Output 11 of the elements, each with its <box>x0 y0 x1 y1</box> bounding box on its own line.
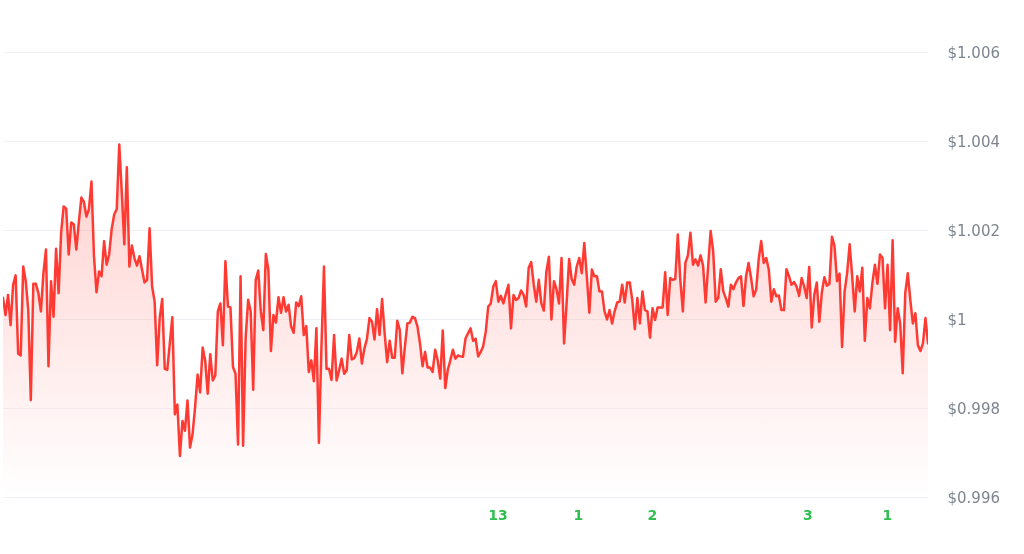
text: 1 <box>573 507 584 523</box>
text: 3 <box>802 507 813 523</box>
text: 2 <box>647 507 658 523</box>
y-tick-label: $1 <box>947 310 967 329</box>
y-tick-label: $0.998 <box>947 399 1000 418</box>
y-tick-label: $1.006 <box>947 43 1000 62</box>
y-tick-label: $0.996 <box>947 488 1000 507</box>
y-tick-label: $1.004 <box>947 132 1000 151</box>
text: 1 <box>882 507 893 523</box>
y-tick-label: $1.002 <box>947 221 1000 240</box>
text: 13 <box>488 507 508 523</box>
